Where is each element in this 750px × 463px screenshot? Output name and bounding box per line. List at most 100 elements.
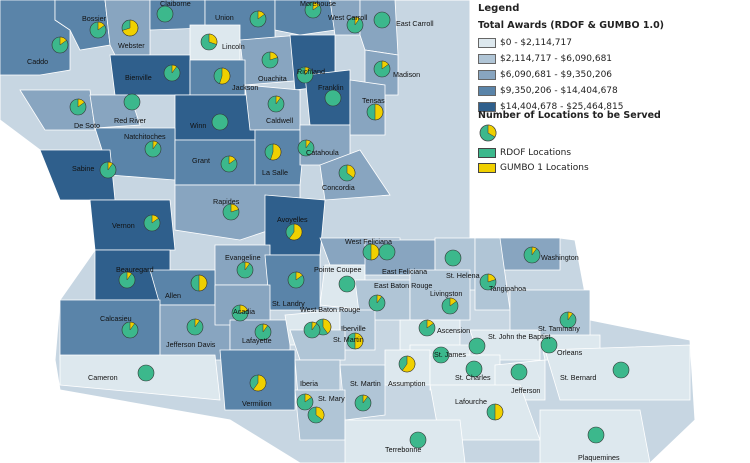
location-pies — [51, 1, 630, 449]
gumbo-slice — [219, 67, 231, 85]
gumbo-slice — [228, 155, 236, 165]
parish-label: Morehouse — [300, 0, 336, 8]
parish-location-pie — [297, 139, 315, 157]
parish-location-pie — [264, 143, 282, 161]
parish-location-pie — [354, 394, 372, 412]
gumbo-slice — [381, 60, 389, 70]
rdof-slice — [378, 243, 396, 261]
parish-location-pie — [156, 5, 174, 23]
parish-label: Ouachita — [258, 74, 287, 83]
parish-location-pie — [222, 203, 240, 221]
parish-label: St. Bernard — [560, 373, 596, 382]
parish-label: Orleans — [557, 348, 583, 357]
rdof-slice — [510, 363, 528, 381]
parish-location-pie — [368, 294, 386, 312]
gumbo-slice — [288, 223, 303, 241]
parish-location-pie — [296, 393, 314, 411]
parish-label: Iberia — [300, 379, 318, 388]
gumbo-slice — [449, 297, 457, 307]
parish-label: Assumption — [388, 379, 426, 388]
parish-label: Iberville — [341, 324, 366, 333]
parish-label: Tangipahoa — [489, 284, 526, 293]
gumbo-slice — [374, 103, 384, 121]
rdof-slice — [373, 11, 391, 29]
gumbo-slice — [208, 33, 218, 45]
map-legend: Legend Total Awards (RDOF & GUMBO 1.0) $… — [470, 0, 750, 180]
parish-label: Beauregard — [116, 265, 154, 274]
legend-class-row: $0 - $2,114,717 — [478, 37, 572, 49]
rdof-slice — [123, 93, 141, 111]
parish-region — [344, 419, 466, 463]
gumbo-slice — [269, 51, 278, 61]
parish-location-pie — [559, 311, 577, 329]
parish-label: Pointe Coupee — [314, 265, 362, 274]
parish-label: East Baton Rouge — [374, 281, 432, 290]
gumbo-slice — [354, 332, 364, 350]
legend-gumbo-label: GUMBO 1 Locations — [500, 163, 589, 173]
parish-location-pie — [587, 426, 605, 444]
parish-label: East Feliciana — [382, 267, 427, 276]
gumbo-slice — [198, 274, 208, 292]
parish-location-pie — [121, 321, 139, 339]
gumbo-slice — [59, 36, 67, 46]
legend-class-label: $9,350,206 - $14,404,678 — [500, 86, 618, 96]
parish-label: Lafourche — [455, 397, 487, 406]
gumbo-slice — [401, 355, 416, 373]
parish-location-pie — [287, 271, 305, 289]
parish-location-pie — [249, 374, 267, 392]
gumbo-slice — [312, 1, 320, 11]
parish-label: Plaquemines — [578, 453, 620, 462]
rdof-slice — [409, 431, 427, 449]
gumbo-slice — [230, 203, 239, 213]
rdof-slice — [324, 89, 342, 107]
parish-location-pie — [366, 103, 384, 121]
parish-location-pie — [303, 321, 321, 339]
rdof-swatch — [478, 148, 496, 158]
parish-label: Lincoln — [222, 42, 245, 51]
gumbo-slice — [322, 318, 332, 334]
parish-location-pie — [99, 161, 117, 179]
parish-label: Bienville — [125, 73, 152, 82]
parish-label: Union — [215, 13, 234, 22]
parish-label: Winn — [190, 121, 206, 130]
parish-label: Cameron — [88, 373, 118, 382]
legend-class-row: $2,114,717 - $6,090,681 — [478, 53, 612, 65]
parish-label: St. Helena — [446, 271, 480, 280]
parish-region — [89, 199, 176, 251]
rdof-slice — [465, 360, 483, 378]
legend-locations-title: Number of Locations to be Served — [478, 110, 661, 121]
parish-label: Madison — [393, 70, 420, 79]
parish-label: St. Tammany — [538, 324, 580, 333]
legend-gumbo-row: GUMBO 1 Locations — [478, 162, 589, 174]
gumbo-slice — [487, 273, 496, 283]
parish-location-pie — [296, 66, 314, 84]
parish-label: Bossier — [82, 14, 107, 23]
parish-location-pie — [612, 361, 630, 379]
gumbo-slice — [275, 95, 282, 105]
parish-label: Terrebonne — [385, 445, 421, 454]
gumbo-slice — [257, 10, 265, 20]
parish-label: Natchitoches — [124, 132, 166, 141]
gumbo-slice — [270, 143, 282, 161]
parish-location-pie — [121, 19, 139, 37]
gumbo-slice — [531, 246, 538, 256]
gumbo-swatch — [478, 163, 496, 173]
gumbo-slice — [311, 321, 318, 331]
gumbo-slice — [362, 394, 369, 404]
rdof-slice — [137, 364, 155, 382]
gumbo-slice — [354, 16, 361, 26]
parish-label: St. John the Baptist — [488, 332, 550, 341]
parish-location-pie — [510, 363, 528, 381]
parish-location-pie — [444, 249, 462, 267]
parish-label: Jefferson Davis — [166, 340, 216, 349]
parish-label: Grant — [192, 156, 210, 165]
parish-label: Lafayette — [242, 336, 272, 345]
parish-location-pie — [324, 89, 342, 107]
parish-label: Red River — [114, 116, 147, 125]
parish-location-pie — [137, 364, 155, 382]
parish-label: Catahoula — [306, 148, 339, 157]
gumbo-slice — [494, 403, 504, 421]
legend-rdof-label: RDOF Locations — [500, 148, 572, 158]
parish-location-pie — [213, 67, 231, 85]
